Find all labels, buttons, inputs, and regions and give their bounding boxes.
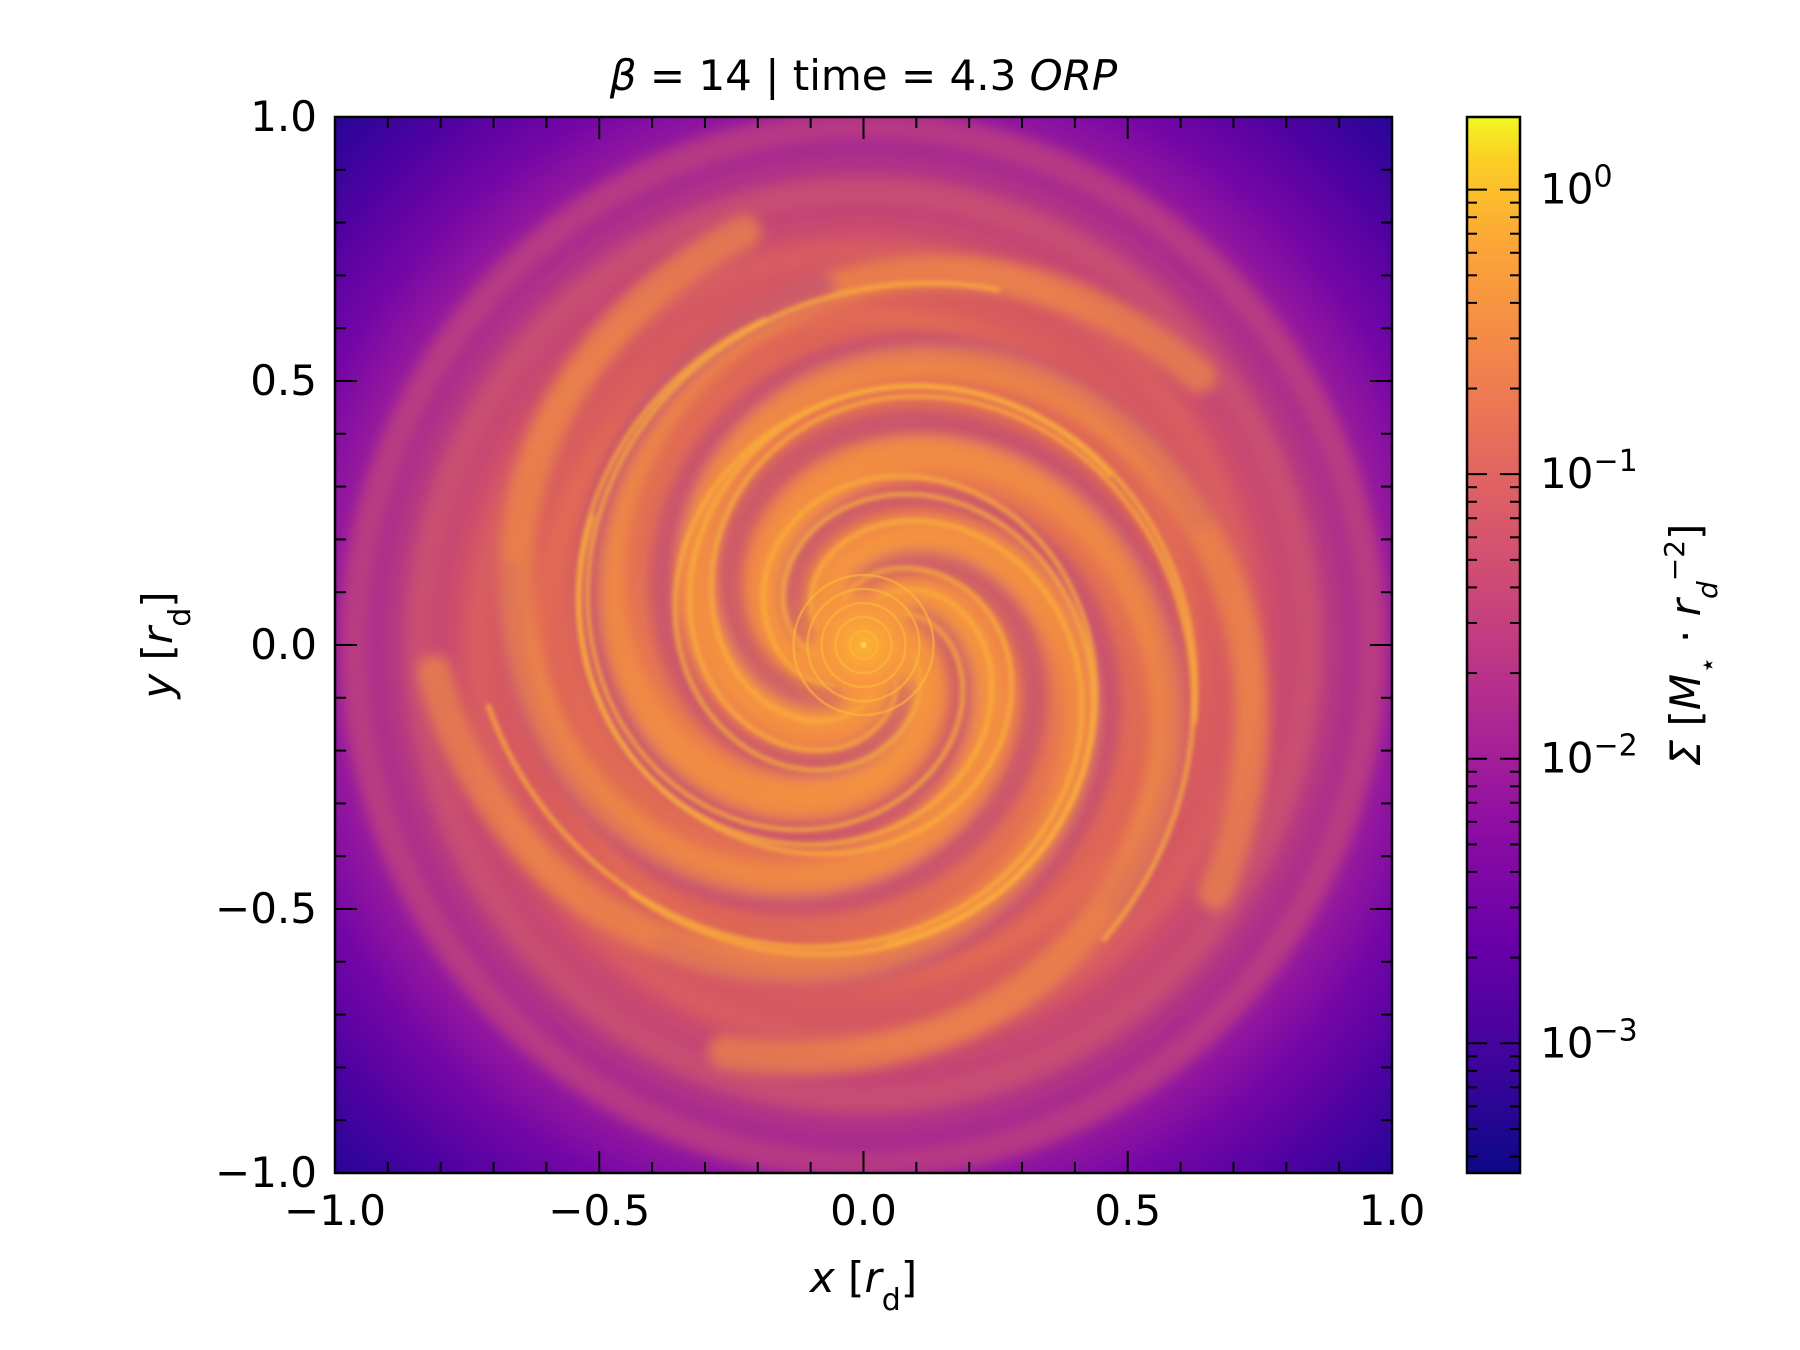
x-tick-label: −1.0 xyxy=(284,1186,386,1235)
colorbar-tick-label: 10−3 xyxy=(1540,1013,1638,1068)
x-tick-label: −0.5 xyxy=(548,1186,650,1235)
y-tick-label: 0.5 xyxy=(250,356,317,405)
x-tick-label: 1.0 xyxy=(1359,1186,1426,1235)
colorbar-label: Σ [M⋆ · rd−2] xyxy=(1658,524,1724,767)
colorbar-tick-labels: 10−3 10−2 10−1 100 xyxy=(1540,159,1638,1067)
colorbar-tick-label: 100 xyxy=(1540,159,1613,214)
heatmap-image xyxy=(335,117,1392,1173)
y-tick-label: −1.0 xyxy=(215,1148,317,1197)
colorbar-tick-label: 10−1 xyxy=(1540,444,1638,499)
axis-ticks xyxy=(334,116,1393,1174)
colorbar-ticks xyxy=(1467,188,1520,1158)
x-axis-label: x [rd] xyxy=(808,1253,917,1318)
colorbar xyxy=(1465,115,1522,1175)
y-tick-labels: −1.0 −0.5 0.0 0.5 1.0 xyxy=(215,92,317,1197)
y-tick-label: 0.0 xyxy=(250,620,317,669)
y-tick-label: 1.0 xyxy=(250,92,317,141)
x-tick-labels: −1.0 −0.5 0.0 0.5 1.0 xyxy=(284,1186,1425,1235)
y-axis-label: y [rd] xyxy=(133,591,198,700)
colorbar-tick-label: 10−2 xyxy=(1540,728,1638,783)
y-tick-label: −0.5 xyxy=(215,884,317,933)
x-tick-label: 0.5 xyxy=(1094,1186,1161,1235)
chart-title: β = 14 | time = 4.3 ORP xyxy=(609,51,1118,100)
x-tick-label: 0.0 xyxy=(830,1186,897,1235)
